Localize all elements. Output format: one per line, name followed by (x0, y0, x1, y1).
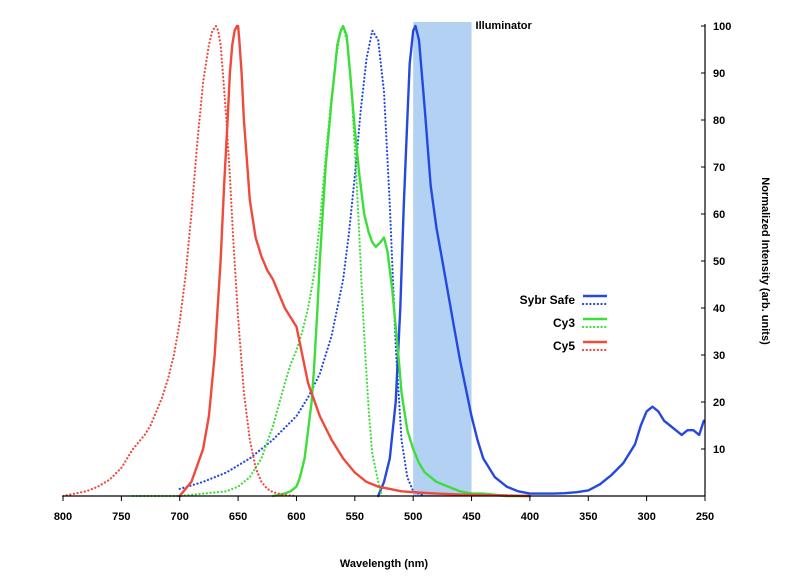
x-axis-title: Wavelength (nm) (340, 558, 429, 570)
y-tick-label: 30 (713, 350, 725, 362)
x-tick-label: 500 (404, 511, 422, 523)
x-tick-label: 600 (287, 511, 305, 523)
y-tick-label: 60 (713, 209, 725, 221)
x-tick-label: 550 (346, 511, 364, 523)
x-tick-label: 400 (521, 511, 539, 523)
legend: Sybr Safe Cy3 Cy5 (520, 293, 609, 353)
y-tick-label: 100 (713, 21, 731, 33)
legend-label: Cy3 (553, 316, 575, 330)
x-tick-label: 750 (112, 511, 130, 523)
y-tick-label: 20 (713, 397, 725, 409)
x-tick-label: 300 (637, 511, 655, 523)
x-tick-label: 650 (229, 511, 247, 523)
axes-layer: 800 750 700 650 600 550 500 450 400 350 300 250 10 20… (54, 21, 732, 523)
y-tick-label: 10 (713, 444, 725, 456)
x-tick-label: 250 (696, 511, 714, 523)
series-line-5-dotted (61, 24, 298, 498)
x-tick-label: 800 (54, 511, 72, 523)
y-tick-label: 80 (713, 115, 725, 127)
y-axis-title: Normalized Intensity (arb. units) (759, 177, 771, 345)
x-tick-label: 350 (579, 511, 597, 523)
x-tick-label: 700 (171, 511, 189, 523)
legend-label: Sybr Safe (520, 293, 576, 307)
y-tick-label: 40 (713, 303, 725, 315)
series-line-3-dotted (131, 24, 383, 498)
series-line-1-dotted (178, 29, 426, 498)
y-tick-label: 90 (713, 68, 725, 80)
y-tick-label: 50 (713, 256, 725, 268)
series-line-0-solid (377, 24, 705, 498)
series-layer (61, 24, 705, 498)
x-tick-label: 450 (462, 511, 480, 523)
legend-label: Cy5 (553, 339, 575, 353)
y-tick-label: 70 (713, 162, 725, 174)
series-line-4-solid (178, 24, 532, 498)
illuminator-label: Illuminator (476, 20, 533, 32)
